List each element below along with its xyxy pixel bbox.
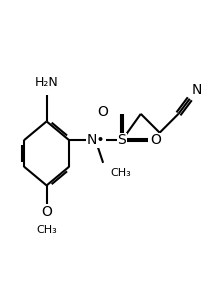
- Text: N: N: [192, 83, 202, 97]
- Text: O: O: [41, 205, 52, 219]
- Text: O: O: [98, 105, 109, 119]
- Text: H₂N: H₂N: [35, 76, 58, 89]
- Text: S: S: [118, 133, 126, 147]
- Text: CH₃: CH₃: [36, 225, 57, 235]
- Text: CH₃: CH₃: [111, 168, 131, 179]
- Text: N•: N•: [86, 133, 105, 147]
- Text: O: O: [150, 133, 161, 147]
